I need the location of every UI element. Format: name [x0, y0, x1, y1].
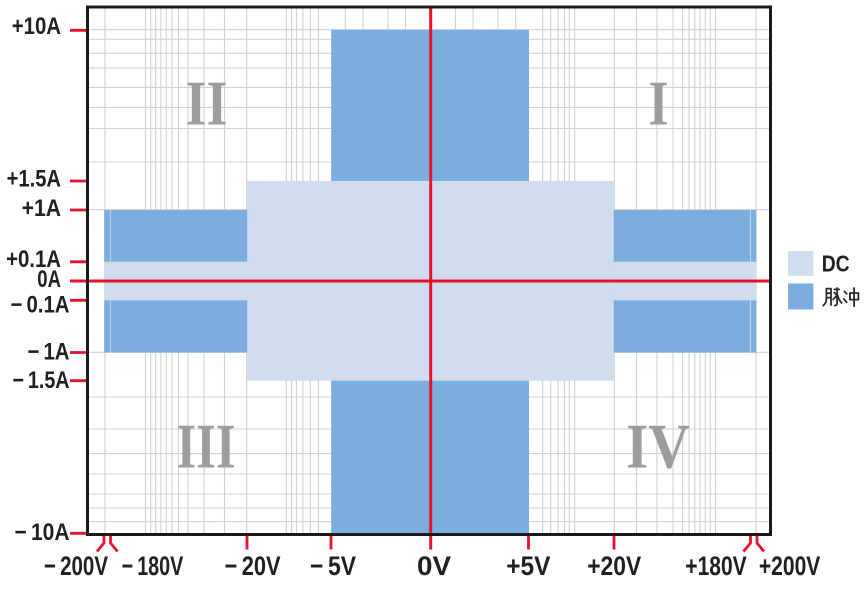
svg-text:− 20V: − 20V — [225, 551, 281, 581]
svg-text:− 5V: − 5V — [310, 551, 356, 581]
svg-text:+0.1A: +0.1A — [6, 246, 61, 273]
svg-text:IV: IV — [626, 410, 690, 481]
svg-text:0A: 0A — [37, 266, 61, 293]
svg-text:I: I — [649, 67, 669, 138]
svg-text:+200V: +200V — [759, 551, 820, 581]
svg-text:DC: DC — [822, 251, 850, 277]
svg-text:+5V: +5V — [506, 551, 550, 581]
svg-text:+1A: +1A — [22, 195, 61, 222]
svg-text:+10A: +10A — [12, 13, 61, 40]
svg-text:+1.5A: +1.5A — [7, 166, 61, 193]
svg-text:− 1.5A: − 1.5A — [13, 367, 70, 394]
svg-text:− 200V: − 200V — [44, 551, 108, 581]
svg-text:− 0.1A: − 0.1A — [11, 292, 70, 319]
svg-text:− 10A: − 10A — [15, 519, 70, 546]
svg-text:− 1A: − 1A — [28, 339, 70, 366]
svg-text:+180V: +180V — [685, 551, 746, 581]
svg-text:III: III — [177, 410, 236, 481]
svg-text:0V: 0V — [417, 551, 451, 581]
svg-text:II: II — [186, 67, 228, 138]
svg-text:− 180V: − 180V — [122, 551, 184, 581]
svg-text:+20V: +20V — [587, 551, 641, 581]
